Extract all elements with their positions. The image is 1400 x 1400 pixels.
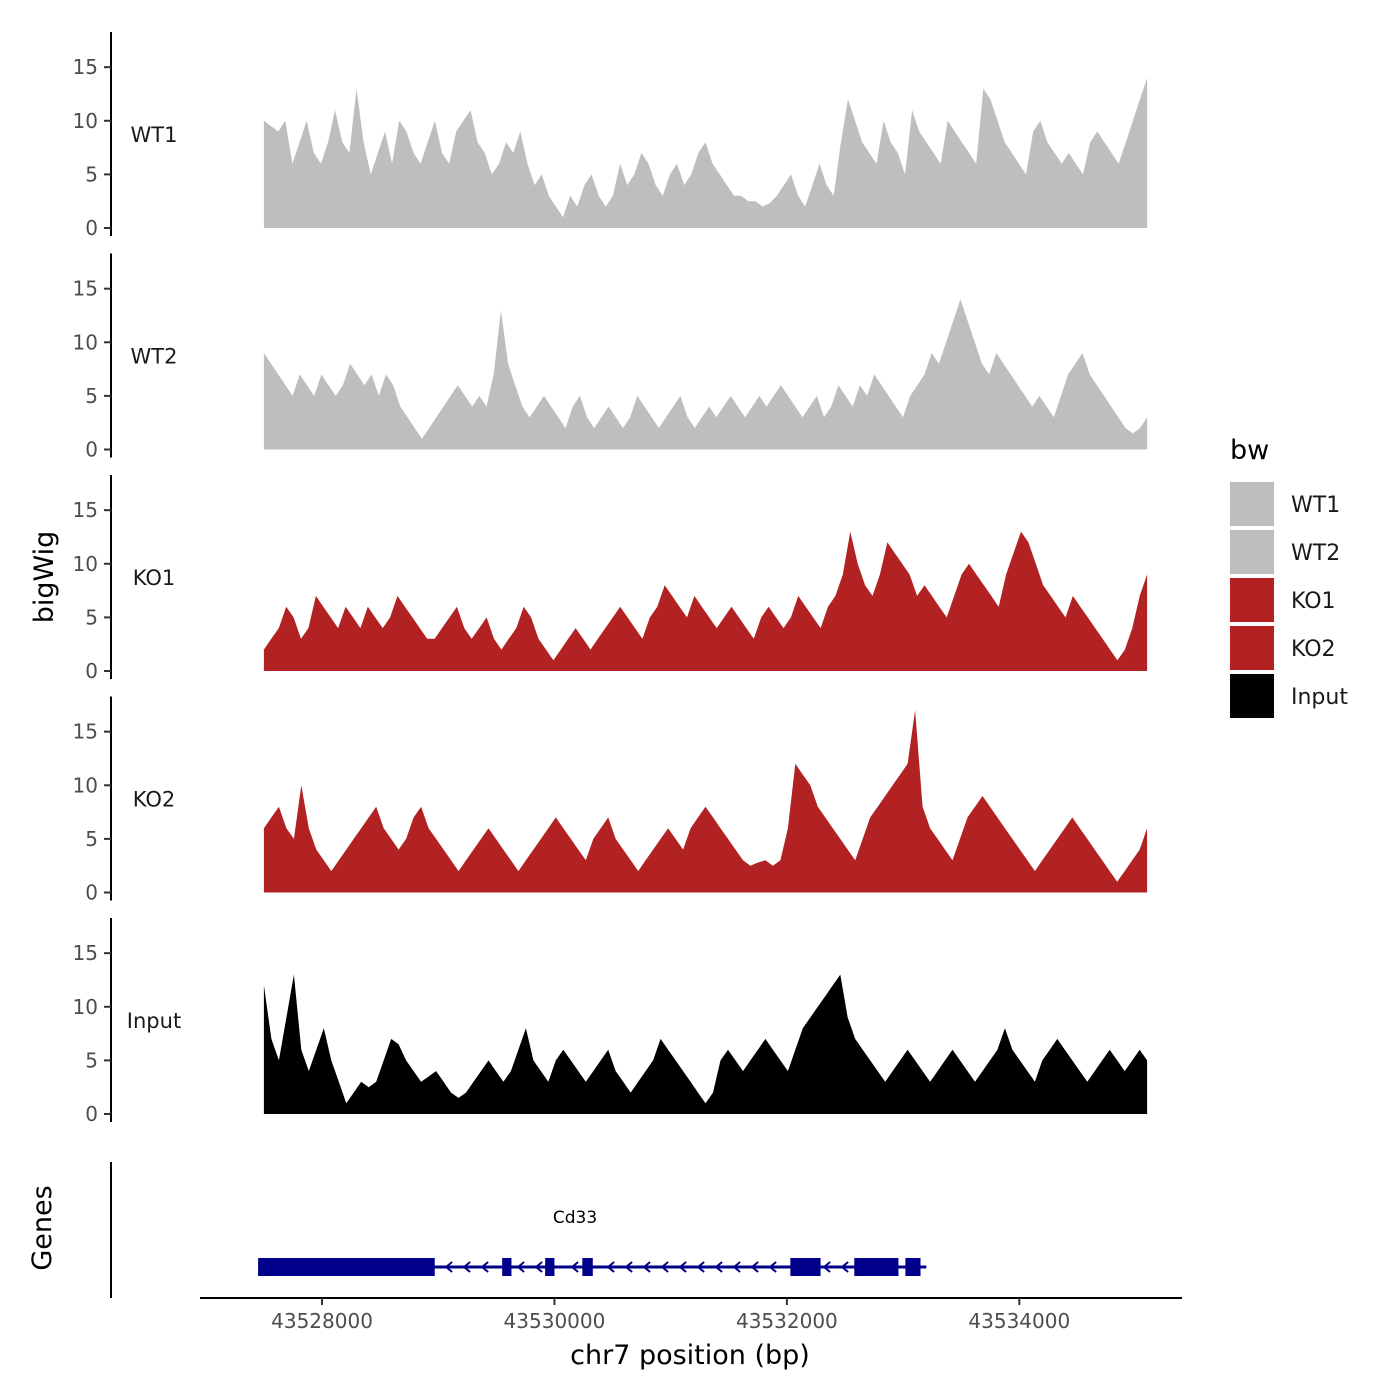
chart-figure: bigWig 0 5 10 15 WT1 0 5 10 15 WT2 0 5 10 15 KO1 0 5 10 15… [0,0,1400,1400]
x-tick-label: 43532000 [736,1309,838,1333]
track-label: Input [127,1009,181,1033]
y-tick-label: 10 [73,330,98,354]
gene-exon [854,1258,898,1276]
y-tick-label: 5 [85,1048,98,1072]
y-tick-label: 10 [73,995,98,1019]
y-tick-label: 10 [73,552,98,576]
track-label: KO2 [133,788,176,812]
legend-swatch-input [1230,674,1274,718]
genes-axis-title: Genes [27,1185,58,1270]
y-tick-label: 5 [85,162,98,186]
gene-exon [790,1258,820,1276]
gene-model: Cd33 [258,1208,926,1276]
y-tick-label: 0 [85,216,98,240]
y-axis-title: bigWig [29,531,60,624]
legend: bw WT1 WT2 KO1 KO2 Input [1230,435,1348,718]
y-tick-label: 10 [73,109,98,133]
gene-exon [545,1258,554,1276]
y-tick-label: 15 [73,277,98,301]
y-tick-label: 0 [85,659,98,683]
y-tick-label: 0 [85,438,98,462]
x-tick-label: 43528000 [271,1309,373,1333]
legend-label-input: Input [1291,685,1348,710]
y-tick-label: 0 [85,881,98,905]
track-label: KO1 [133,566,176,590]
legend-swatch-ko2 [1230,626,1274,670]
legend-label-wt1: WT1 [1291,493,1340,518]
legend-swatch-ko1 [1230,578,1274,622]
gene-exon [502,1258,511,1276]
track-panel-wt2: 0 5 10 15 WT2 [73,254,1148,462]
legend-label-ko2: KO2 [1291,637,1336,662]
genes-panel: Genes Cd33 [27,1162,926,1298]
legend-swatch-wt1 [1230,482,1274,526]
gene-exon [582,1258,592,1276]
x-tick-label: 43534000 [968,1309,1070,1333]
coverage-area-wt1 [264,78,1147,228]
x-axis-title: chr7 position (bp) [570,1340,810,1371]
y-tick-label: 5 [85,827,98,851]
track-panel-ko1: 0 5 10 15 KO1 [73,475,1148,683]
track-panels: 0 5 10 15 WT1 0 5 10 15 WT2 0 5 10 15 KO1 0 5 10 15 KO2 0 5 10… [73,32,1148,1126]
y-tick-label: 15 [73,720,98,744]
track-panel-ko2: 0 5 10 15 KO2 [73,697,1148,905]
track-label: WT1 [131,123,178,147]
coverage-area-ko1 [264,532,1147,671]
y-tick-label: 5 [85,605,98,629]
y-tick-label: 0 [85,1102,98,1126]
track-label: WT2 [131,345,178,369]
coverage-area-ko2 [264,710,1147,892]
gene-exon [905,1258,920,1276]
y-tick-label: 15 [73,498,98,522]
coverage-area-input [264,975,1147,1114]
legend-swatch-wt2 [1230,530,1274,574]
legend-label-ko1: KO1 [1291,589,1336,614]
legend-label-wt2: WT2 [1291,541,1340,566]
track-panel-input: 0 5 10 15 Input [73,918,1148,1126]
gene-name-label: Cd33 [553,1208,597,1228]
y-tick-label: 5 [85,384,98,408]
legend-title: bw [1230,435,1269,466]
y-tick-label: 10 [73,773,98,797]
y-tick-label: 15 [73,55,98,79]
y-tick-label: 15 [73,941,98,965]
x-tick-label: 43530000 [504,1309,606,1333]
coverage-area-wt2 [264,299,1147,449]
gene-exon [258,1258,435,1276]
x-axis: 43528000 43530000 43532000 43534000 [200,1298,1182,1333]
track-panel-wt1: 0 5 10 15 WT1 [73,32,1148,240]
